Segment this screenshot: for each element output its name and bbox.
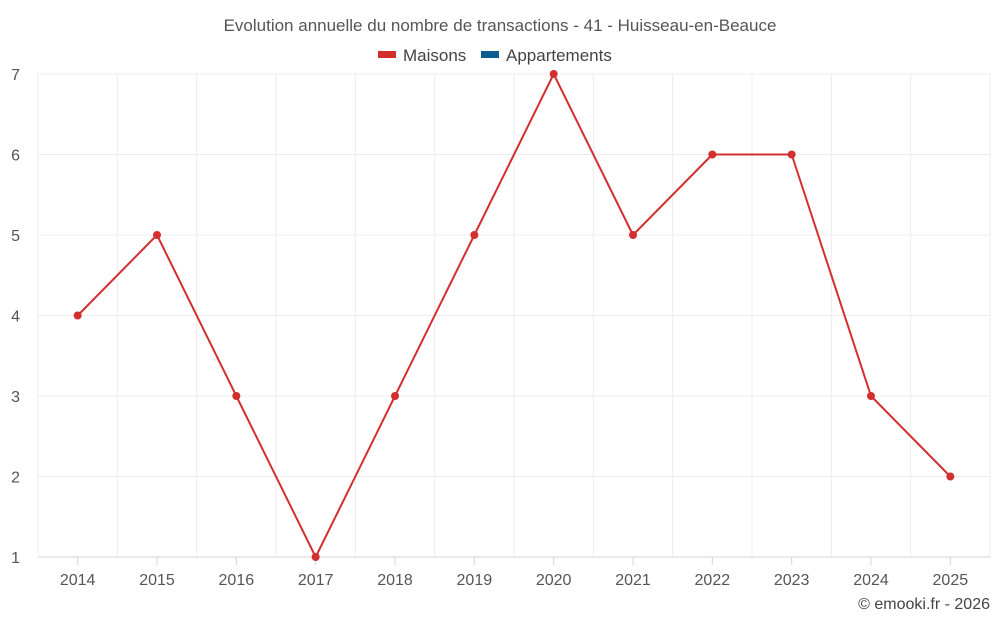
x-tick-label: 2016 [219, 572, 255, 589]
axes: 1 2 3 4 5 6 7 2014 2015 2016 2017 2018 2019 2020 2021 2… [11, 67, 990, 589]
y-tick-label: 6 [11, 148, 20, 165]
series-maisons [73, 70, 955, 561]
x-tick-label: 2022 [695, 572, 731, 589]
y-tick-label: 5 [11, 228, 20, 245]
x-tick-label: 2018 [377, 572, 413, 589]
data-point[interactable] [867, 392, 875, 400]
x-tick-label: 2021 [615, 572, 651, 589]
y-tick-label: 7 [11, 67, 20, 84]
grid [37, 73, 991, 557]
data-point[interactable] [549, 70, 558, 78]
data-point[interactable] [153, 231, 161, 239]
x-tick-label: 2014 [60, 572, 96, 589]
data-point[interactable] [73, 311, 82, 320]
x-tick-label: 2024 [853, 572, 889, 589]
legend-swatch-maisons [378, 51, 396, 58]
x-tick-label: 2017 [298, 572, 334, 589]
y-tick-label: 4 [11, 309, 20, 326]
y-tick-label: 1 [11, 550, 20, 567]
data-point[interactable] [787, 150, 796, 159]
data-point[interactable] [232, 392, 241, 400]
x-tick-label: 2019 [457, 572, 493, 589]
data-point[interactable] [708, 150, 717, 159]
credit-text: © emooki.fr - 2026 [858, 596, 990, 613]
legend-swatch-appartements [481, 51, 499, 58]
data-point[interactable] [311, 553, 320, 561]
legend: Maisons Appartements [378, 46, 612, 65]
data-point[interactable] [629, 231, 637, 239]
x-tick-label: 2015 [139, 572, 175, 589]
legend-item-maisons[interactable]: Maisons [378, 46, 466, 65]
y-tick-label: 2 [11, 470, 20, 487]
data-point[interactable] [946, 472, 955, 481]
legend-label-appartements: Appartements [506, 46, 612, 65]
legend-label-maisons: Maisons [403, 46, 466, 65]
x-tick-label: 2025 [933, 572, 969, 589]
x-tick-label: 2020 [536, 572, 572, 589]
data-point[interactable] [470, 231, 479, 239]
data-point[interactable] [391, 392, 399, 400]
y-tick-label: 3 [11, 389, 20, 406]
chart-title: Evolution annuelle du nombre de transact… [224, 16, 777, 35]
x-tick-label: 2023 [774, 572, 810, 589]
series-line-maisons [76, 73, 952, 558]
legend-item-appartements[interactable]: Appartements [481, 46, 612, 65]
